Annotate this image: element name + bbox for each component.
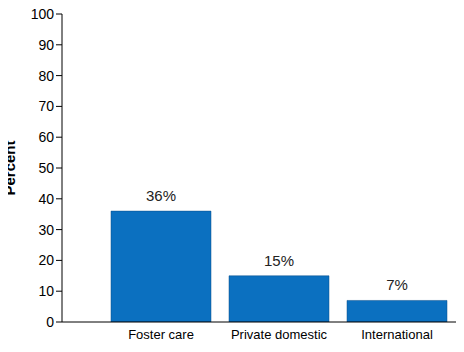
svg-text:7%: 7% [386, 276, 408, 293]
svg-text:50: 50 [38, 160, 54, 176]
svg-text:15%: 15% [264, 252, 294, 269]
svg-text:36%: 36% [146, 187, 176, 204]
svg-text:80: 80 [38, 68, 54, 84]
svg-text:40: 40 [38, 191, 54, 207]
svg-text:30: 30 [38, 222, 54, 238]
svg-text:Foster care: Foster care [128, 327, 194, 342]
svg-text:20: 20 [38, 252, 54, 268]
svg-text:100: 100 [31, 8, 55, 22]
svg-text:Percent: Percent [8, 140, 18, 195]
svg-text:10: 10 [38, 283, 54, 299]
svg-text:International: International [361, 327, 433, 342]
svg-text:70: 70 [38, 98, 54, 114]
svg-text:Private domestic: Private domestic [231, 327, 328, 342]
svg-text:90: 90 [38, 37, 54, 53]
svg-text:60: 60 [38, 129, 54, 145]
svg-text:0: 0 [46, 314, 54, 330]
